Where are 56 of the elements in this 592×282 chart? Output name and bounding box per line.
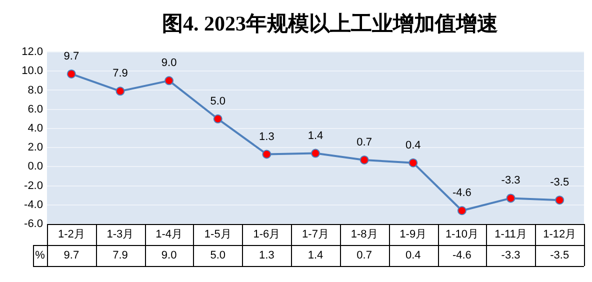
- y-tick-label: 12.0: [22, 46, 43, 58]
- y-tick-label: 10.0: [22, 65, 43, 78]
- x-tick-label: 1-9月: [400, 228, 427, 241]
- y-tick-label: 0.0: [28, 160, 43, 173]
- point: [311, 148, 320, 158]
- x-tick-label: 1-3月: [106, 228, 134, 241]
- point: [408, 158, 418, 168]
- data-label: 1.4: [308, 250, 324, 262]
- x-tick-label: 1-7月: [302, 228, 329, 241]
- y-tick-label: -4.0: [24, 198, 43, 211]
- data-label: 9.7: [64, 250, 80, 262]
- data-label: 1.3: [259, 250, 274, 262]
- x-tick-label: 1-12月: [543, 228, 576, 241]
- point: [164, 76, 174, 86]
- y-tick-label: -2.0: [24, 180, 43, 192]
- text: 1.4: [308, 130, 324, 142]
- y-tick-label: -6.0: [24, 218, 43, 230]
- x-tick-label: 1-2月: [58, 228, 85, 241]
- text: 0.7: [356, 136, 372, 149]
- point: [213, 114, 222, 124]
- data-label: -3.3: [501, 250, 520, 262]
- y-tick-label: 6.0: [28, 103, 43, 116]
- y-tick-label: 2.0: [28, 142, 43, 154]
- text: 5.0: [210, 95, 226, 108]
- data-label: -3.5: [550, 250, 570, 262]
- data-label: 0.4: [405, 250, 421, 262]
- y-tick-label: 8.0: [28, 84, 43, 96]
- point: [555, 196, 564, 205]
- point: [506, 194, 516, 203]
- text: -4.6: [452, 187, 472, 200]
- data-label: -4.6: [452, 250, 472, 262]
- x-tick-label: 1-6月: [253, 228, 280, 241]
- x-tick-label: 1-5月: [204, 228, 232, 241]
- data-label: 9.0: [161, 250, 177, 262]
- text: 1.3: [259, 130, 274, 143]
- text: 9.7: [64, 50, 80, 63]
- x-tick-label: 1-8月: [350, 228, 378, 241]
- point: [457, 206, 466, 216]
- text: %: [35, 250, 46, 262]
- x-tick-label: 1-11月: [494, 228, 527, 241]
- data-label: 5.0: [210, 250, 226, 262]
- text: -3.5: [550, 176, 570, 189]
- text: 0.4: [405, 139, 421, 152]
- text: 7.9: [112, 68, 128, 80]
- point: [66, 69, 76, 78]
- point: [262, 150, 272, 159]
- point: [360, 155, 369, 164]
- text: 9.0: [161, 57, 177, 70]
- chart-title: 图4. 2023年规模以上工业增加值增速: [162, 11, 498, 36]
- data-label: 0.7: [356, 250, 372, 262]
- data-label: 7.9: [112, 250, 128, 262]
- point: [116, 86, 125, 96]
- x-tick-label: 1-10月: [445, 228, 478, 241]
- y-tick-label: 4.0: [28, 122, 43, 134]
- x-tick-label: 1-4月: [156, 228, 182, 241]
- text: -3.3: [501, 174, 520, 187]
